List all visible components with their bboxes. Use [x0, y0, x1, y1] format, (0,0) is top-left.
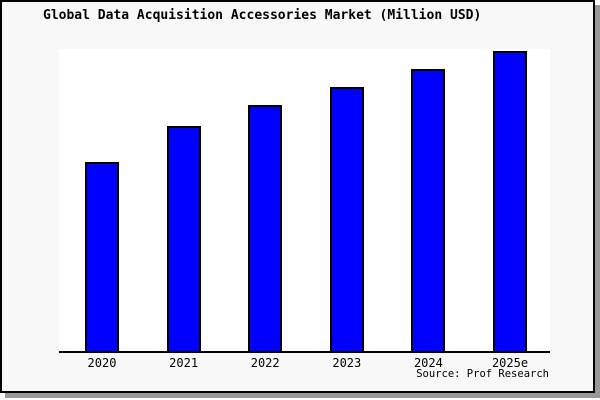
plot-area: [59, 49, 550, 353]
x-tick-label-2023: 2023: [332, 356, 362, 370]
bar-2024: [411, 69, 446, 351]
x-tick-label-2021: 2021: [169, 356, 199, 370]
bar-2023: [329, 87, 364, 351]
chart-frame: Global Data Acquisition Accessories Mark…: [0, 0, 595, 393]
bar-2021: [166, 126, 201, 351]
x-tick-label-2022: 2022: [250, 356, 280, 370]
bar-2022: [248, 105, 283, 351]
bar-2020: [85, 162, 119, 351]
bar-2025e: [493, 51, 527, 351]
chart-title: Global Data Acquisition Accessories Mark…: [43, 8, 482, 23]
source-label: Source: Prof Research: [416, 368, 549, 380]
x-tick-label-2020: 2020: [87, 356, 117, 370]
